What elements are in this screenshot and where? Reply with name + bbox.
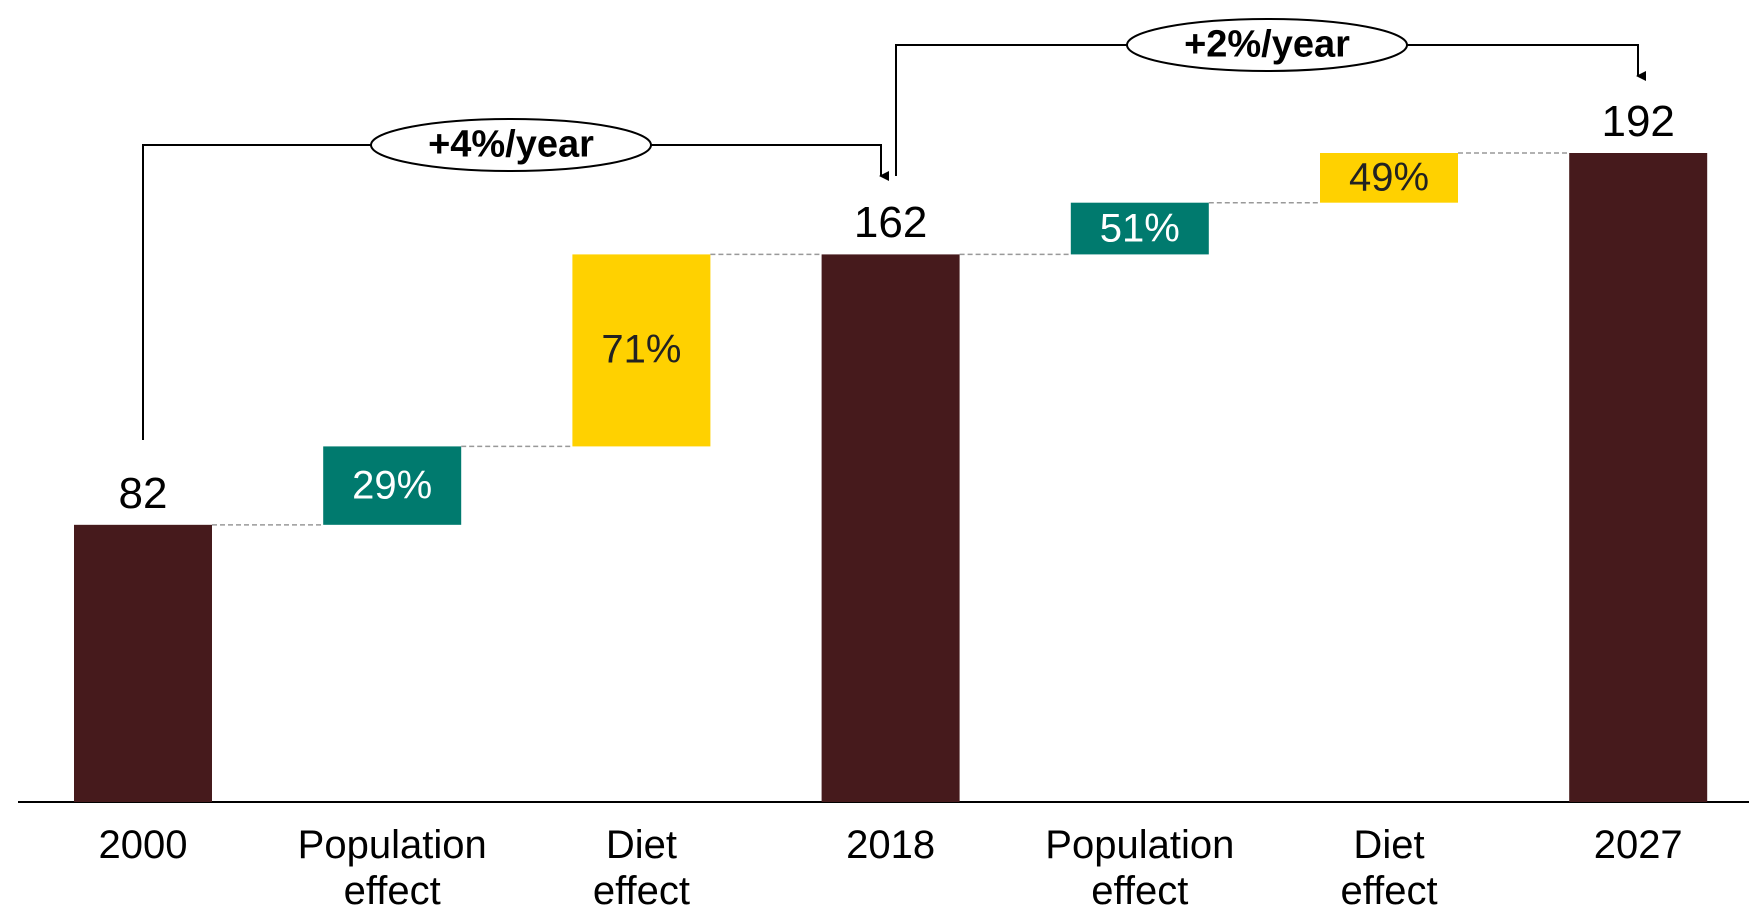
data-label: 29% <box>352 463 433 508</box>
x-tick-label: 2027 <box>1593 823 1683 867</box>
data-label: 82 <box>118 468 168 518</box>
bar <box>74 524 212 802</box>
data-label: 192 <box>1601 97 1675 146</box>
data-label: 49% <box>1348 155 1430 200</box>
bar <box>821 254 960 802</box>
data-label: 71% <box>601 327 682 372</box>
x-tick-label: Population effect <box>297 823 487 913</box>
bar <box>323 446 462 525</box>
x-tick-label: Population effect <box>1045 823 1235 913</box>
annotation: +2%/year <box>1184 23 1350 66</box>
annotation-bubble <box>370 118 652 172</box>
data-label: 162 <box>853 198 928 248</box>
x-tick-label: Diet effect <box>592 823 690 913</box>
annotation: +4%/year <box>428 123 594 166</box>
bar <box>1320 153 1458 203</box>
growth-bracket <box>142 144 889 440</box>
bar <box>1569 153 1708 802</box>
x-tick-label: 2000 <box>98 823 188 867</box>
x-tick-label: Diet effect <box>1340 823 1438 913</box>
annotation-bubble <box>1126 18 1408 72</box>
bar <box>1070 202 1209 255</box>
x-tick-label: 2018 <box>846 823 936 867</box>
data-label: 51% <box>1099 206 1180 251</box>
bar <box>572 254 711 447</box>
